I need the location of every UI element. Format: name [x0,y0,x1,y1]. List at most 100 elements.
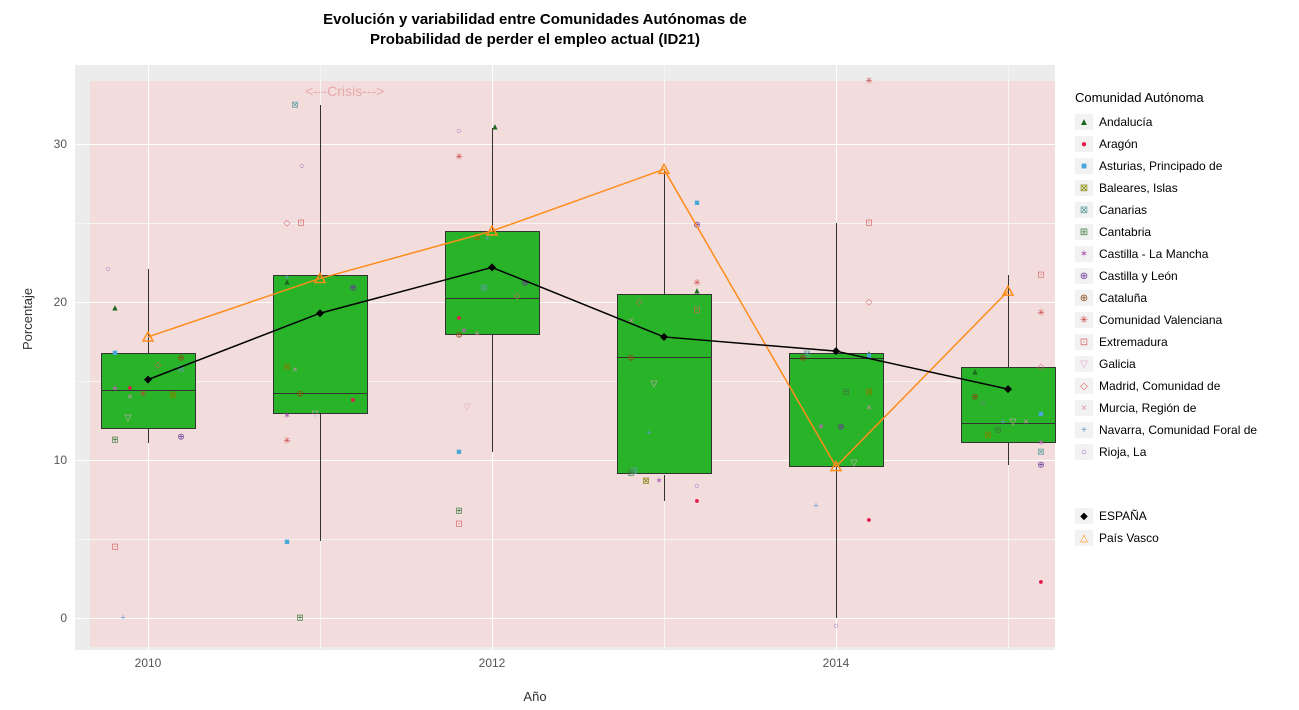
title-line-2: Probabilidad de perder el empleo actual … [370,31,700,48]
legend-label: Baleares, Islas [1099,181,1178,195]
scatter-point: ▽ [651,380,658,389]
legend-swatch: ✶ [1075,246,1093,262]
y-tick-label: 10 [54,453,75,467]
legend-swatch: ⊡ [1075,334,1093,350]
scatter-point: ✶ [1037,438,1045,447]
scatter-point: ▽ [1010,418,1017,427]
legend-swatch: ⊕ [1075,268,1093,284]
y-tick-label: 30 [54,137,75,151]
x-tick-label: 2010 [135,650,162,670]
scatter-point: ✳ [283,437,291,446]
scatter-point: ○ [694,481,699,490]
legend-swatch: ■ [1075,158,1093,174]
legend-swatch: ▽ [1075,356,1093,372]
scatter-point: ⊠ [1037,448,1045,457]
scatter-point: ○ [833,622,838,631]
scatter-point: ✳ [865,76,873,85]
boxplot-median [962,423,1055,424]
boxplot-median [446,298,539,299]
y-tick-label: 20 [54,295,75,309]
scatter-point: ⊡ [693,306,701,315]
scatter-point: ⊠ [642,476,650,485]
scatter-point: × [628,317,633,326]
legend-label: Aragón [1099,137,1138,151]
legend-swatch: ● [1075,136,1093,152]
scatter-point: ▲ [111,304,120,313]
scatter-point: ⊠ [473,233,481,242]
whisker-lower [1008,443,1009,465]
legend-swatch: △ [1075,530,1093,546]
scatter-point: ▽ [312,410,319,419]
legend-label: Comunidad Valenciana [1099,313,1222,327]
legend-item: ⊠Baleares, Islas [1075,177,1285,199]
legend-item: ⊠Canarias [1075,199,1285,221]
legend-item: ×Murcia, Región de [1075,397,1285,419]
legend-swatch: ⊕ [1075,290,1093,306]
legend-label: Madrid, Comunidad de [1099,379,1220,393]
legend-communities: Comunidad Autónoma ▲Andalucía●Aragón■Ast… [1075,90,1285,463]
whisker-upper [148,269,149,353]
legend-label: Castilla - La Mancha [1099,247,1208,261]
gridline-h [75,144,1055,145]
legend-item: ◆ESPAÑA [1075,505,1285,527]
x-tick-label: 2012 [479,650,506,670]
scatter-point: ⊡ [865,219,873,228]
whisker-lower [836,467,837,619]
whisker-upper [1008,275,1009,367]
gridline-h [75,618,1055,619]
scatter-point: × [127,393,132,402]
legend-item: ▲Andalucía [1075,111,1285,133]
legend-item: ● Aragón [1075,133,1285,155]
chart-title: Evolución y variabilidad entre Comunidad… [0,10,1070,49]
scatter-point: ✳ [455,152,463,161]
legend-swatch: ◆ [1075,508,1093,524]
scatter-point: ⊕ [177,353,185,362]
scatter-point: ● [456,313,461,322]
scatter-point: ⊕ [296,389,304,398]
boxplot-box [961,367,1056,443]
scatter-point: ⊕ [349,283,357,292]
scatter-point: ◇ [284,219,291,228]
legend-swatch: ▲ [1075,114,1093,130]
scatter-point: ● [1038,578,1043,587]
scatter-point: ⊕ [799,353,807,362]
scatter-point: ■ [284,538,289,547]
scatter-point: ✶ [283,412,291,421]
scatter-point: ▽ [125,413,132,422]
scatter-point: ⊕ [455,331,463,340]
scatter-point: ◇ [1038,362,1045,371]
scatter-point: ✳ [139,389,147,398]
whisker-lower [148,429,149,443]
whisker-upper [836,223,837,353]
legend-label: Cataluña [1099,291,1147,305]
legend-label: Extremadura [1099,335,1168,349]
legend-swatch: + [1075,422,1093,438]
scatter-point: ⊠ [283,362,291,371]
whisker-lower [664,475,665,502]
scatter-point: × [866,404,871,413]
scatter-point: ⊕ [693,220,701,229]
scatter-point: ■ [694,198,699,207]
scatter-point: + [1000,418,1005,427]
gridline-h [75,302,1055,303]
scatter-point: ⊞ [111,435,119,444]
scatter-point: ✳ [693,279,701,288]
legend-item: ○Rioja, La [1075,441,1285,463]
scatter-point: × [292,366,297,375]
legend-swatch: ⊠ [1075,202,1093,218]
scatter-point: ⊕ [627,353,635,362]
scatter-point: ■ [866,351,871,360]
whisker-lower [320,414,321,540]
scatter-point: ■ [112,348,117,357]
scatter-point: ◇ [866,298,873,307]
scatter-point: ⊞ [455,506,463,515]
scatter-point: ⊞ [842,388,850,397]
scatter-point: ◇ [514,291,521,300]
scatter-point: + [646,429,651,438]
gridline-h-minor [75,381,1055,382]
legend-swatch: ⊞ [1075,224,1093,240]
chart-root: Evolución y variabilidad entre Comunidad… [0,0,1299,710]
scatter-point: + [284,274,289,283]
legend-item: ✳Comunidad Valenciana [1075,309,1285,331]
scatter-point: + [813,502,818,511]
